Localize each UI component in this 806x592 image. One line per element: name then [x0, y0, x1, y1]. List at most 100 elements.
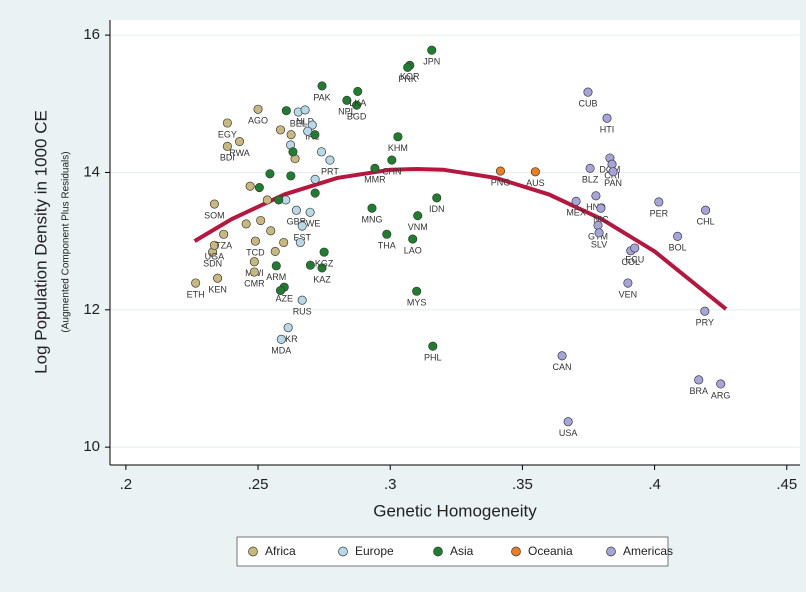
point	[297, 295, 307, 305]
point-label: VEN	[619, 289, 638, 299]
point	[608, 167, 618, 177]
point	[387, 155, 397, 165]
point-label: MYS	[407, 298, 427, 308]
x-axis-title: Genetic Homogeneity	[373, 501, 537, 520]
point	[571, 196, 581, 206]
axes-layer: 10 12 14 16 .2 .25 .3 .35 .4 .45	[83, 26, 797, 493]
point	[271, 261, 281, 271]
legend-marker	[606, 546, 616, 557]
point	[249, 267, 259, 277]
point-label: USA	[559, 428, 578, 438]
point	[427, 45, 437, 55]
point	[654, 197, 664, 207]
point-label: PHL	[424, 353, 442, 363]
point-label: GBR	[287, 217, 307, 227]
point	[250, 236, 260, 246]
legend-marker	[248, 546, 258, 557]
point	[428, 341, 438, 351]
legend-label: Americas	[623, 544, 673, 558]
point	[291, 205, 301, 215]
point-label: KAZ	[313, 274, 331, 284]
point	[222, 118, 232, 128]
point	[495, 166, 506, 176]
point	[353, 86, 363, 96]
point-label: RWA	[229, 148, 250, 158]
point	[585, 163, 595, 173]
point	[245, 181, 255, 191]
point-label: PNG	[491, 177, 511, 187]
x-tick-label: .25	[248, 476, 269, 493]
point	[191, 278, 201, 288]
point	[403, 62, 413, 72]
y-axis-subtitle: (Augmented Component Plus Residuals)	[61, 151, 72, 332]
point	[219, 229, 229, 239]
point-label: SDN	[203, 258, 222, 268]
point	[352, 100, 362, 110]
point	[382, 229, 392, 239]
point	[274, 195, 284, 205]
point	[307, 120, 317, 130]
point	[295, 237, 305, 248]
point	[591, 191, 601, 201]
point	[700, 306, 710, 316]
point	[241, 219, 251, 229]
point-label: MEX	[566, 208, 586, 218]
point	[623, 278, 633, 288]
point	[222, 141, 232, 151]
point	[249, 257, 259, 267]
point	[254, 183, 264, 193]
point-label: EST	[293, 232, 311, 242]
point	[253, 104, 263, 114]
point-label: LKA	[349, 98, 366, 108]
point-label: BDI	[220, 153, 235, 163]
point	[583, 87, 593, 97]
point-label: AUS	[526, 178, 545, 188]
plot-area	[110, 20, 800, 465]
point-label: SWE	[300, 219, 321, 229]
point	[276, 334, 286, 344]
point-label: THA	[378, 241, 396, 251]
point	[316, 147, 327, 157]
point	[596, 203, 606, 213]
point	[270, 246, 280, 256]
point-label: ETH	[187, 289, 205, 299]
point	[279, 237, 289, 248]
point-label: BGD	[347, 112, 367, 122]
point-label: RUS	[293, 307, 312, 317]
point-label: MNG	[361, 215, 382, 225]
point	[694, 375, 704, 385]
legend-marker	[511, 546, 521, 557]
point-label: PAN	[604, 178, 622, 188]
point-label: ARM	[266, 272, 286, 282]
point-label: UGA	[205, 252, 225, 262]
legend-marker	[338, 546, 348, 557]
point	[297, 221, 307, 231]
point	[209, 240, 219, 250]
point	[408, 234, 418, 244]
point-label: BLZ	[582, 175, 599, 185]
point	[602, 113, 612, 123]
point	[262, 195, 272, 205]
point	[286, 171, 296, 181]
x-tick-label: .45	[776, 476, 797, 493]
point-label: LAO	[404, 245, 422, 255]
point-label: PRK	[398, 74, 417, 84]
point	[673, 231, 683, 241]
point-label: CHL	[697, 217, 715, 227]
point	[275, 125, 286, 135]
point	[607, 159, 617, 169]
point-label: AGO	[248, 116, 268, 126]
point-label: EGY	[218, 129, 237, 139]
point	[288, 147, 298, 157]
point-label: CMR	[244, 278, 265, 288]
point-label: TZA	[215, 241, 232, 251]
legend-label: Asia	[450, 544, 474, 558]
point	[393, 132, 403, 142]
point-label: NIC	[593, 215, 609, 225]
y-tick-label: 12	[83, 301, 100, 318]
point-label: NPL	[338, 107, 356, 117]
point	[530, 167, 540, 177]
point-label: SLV	[591, 239, 607, 249]
x-tick-label: .4	[648, 476, 661, 493]
point	[234, 137, 245, 147]
